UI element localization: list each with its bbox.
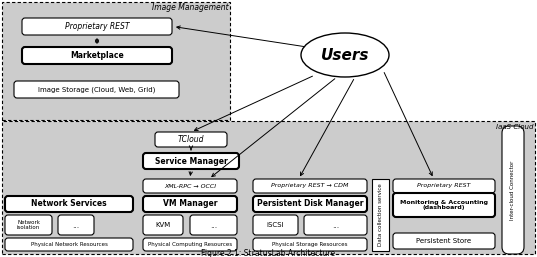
Ellipse shape [301, 33, 389, 77]
FancyBboxPatch shape [253, 215, 298, 235]
FancyBboxPatch shape [253, 196, 367, 212]
Text: iSCSI: iSCSI [267, 222, 284, 228]
FancyBboxPatch shape [22, 18, 172, 35]
Text: Physical Network Resources: Physical Network Resources [31, 242, 107, 247]
FancyBboxPatch shape [143, 153, 239, 169]
FancyBboxPatch shape [143, 179, 237, 193]
Text: ...: ... [210, 221, 217, 230]
FancyBboxPatch shape [253, 238, 367, 251]
Text: IaaS Cloud: IaaS Cloud [497, 124, 534, 130]
Text: Users: Users [321, 48, 369, 62]
Text: Network
isolation: Network isolation [17, 219, 40, 230]
FancyBboxPatch shape [5, 196, 133, 212]
Text: Persistent Store: Persistent Store [416, 238, 471, 244]
Text: Proprietary REST: Proprietary REST [65, 22, 129, 31]
Text: Marketplace: Marketplace [70, 51, 124, 60]
FancyBboxPatch shape [502, 126, 524, 254]
Text: XML-RPC → OCCI: XML-RPC → OCCI [164, 183, 216, 188]
Bar [2, 121, 535, 254]
Text: Physical Computing Resources: Physical Computing Resources [148, 242, 232, 247]
Text: ...: ... [72, 221, 79, 230]
Text: Proprietary REST → CDM: Proprietary REST → CDM [271, 183, 349, 188]
Text: Proprietary REST: Proprietary REST [417, 183, 471, 188]
FancyBboxPatch shape [155, 132, 227, 147]
Text: Network Services: Network Services [31, 199, 107, 208]
FancyBboxPatch shape [5, 215, 52, 235]
FancyBboxPatch shape [143, 215, 183, 235]
Text: Image Management: Image Management [153, 3, 229, 12]
Bar [2, 2, 230, 120]
Text: KVM: KVM [155, 222, 171, 228]
Text: Inter-cloud Connector: Inter-cloud Connector [511, 160, 516, 220]
FancyBboxPatch shape [143, 196, 237, 212]
Text: Monitoring & Accounting
(dashboard): Monitoring & Accounting (dashboard) [400, 200, 488, 210]
Text: Data collection service: Data collection service [378, 183, 383, 246]
Text: ...: ... [332, 221, 339, 230]
FancyBboxPatch shape [190, 215, 237, 235]
FancyBboxPatch shape [22, 47, 172, 64]
FancyBboxPatch shape [393, 233, 495, 249]
Text: Image Storage (Cloud, Web, Grid): Image Storage (Cloud, Web, Grid) [38, 86, 155, 93]
Text: Service Manager: Service Manager [155, 157, 227, 166]
Bar [372, 179, 389, 251]
FancyBboxPatch shape [143, 238, 237, 251]
Text: Physical Storage Resources: Physical Storage Resources [272, 242, 348, 247]
FancyBboxPatch shape [304, 215, 367, 235]
Text: Persistent Disk Manager: Persistent Disk Manager [257, 199, 363, 208]
FancyBboxPatch shape [14, 81, 179, 98]
Text: Figure 2.1: StratusLab Architecture: Figure 2.1: StratusLab Architecture [201, 250, 336, 257]
FancyBboxPatch shape [5, 238, 133, 251]
Text: VM Manager: VM Manager [163, 199, 217, 208]
FancyBboxPatch shape [253, 179, 367, 193]
FancyBboxPatch shape [393, 179, 495, 193]
FancyBboxPatch shape [58, 215, 94, 235]
Text: TCloud: TCloud [178, 135, 204, 144]
FancyBboxPatch shape [393, 193, 495, 217]
